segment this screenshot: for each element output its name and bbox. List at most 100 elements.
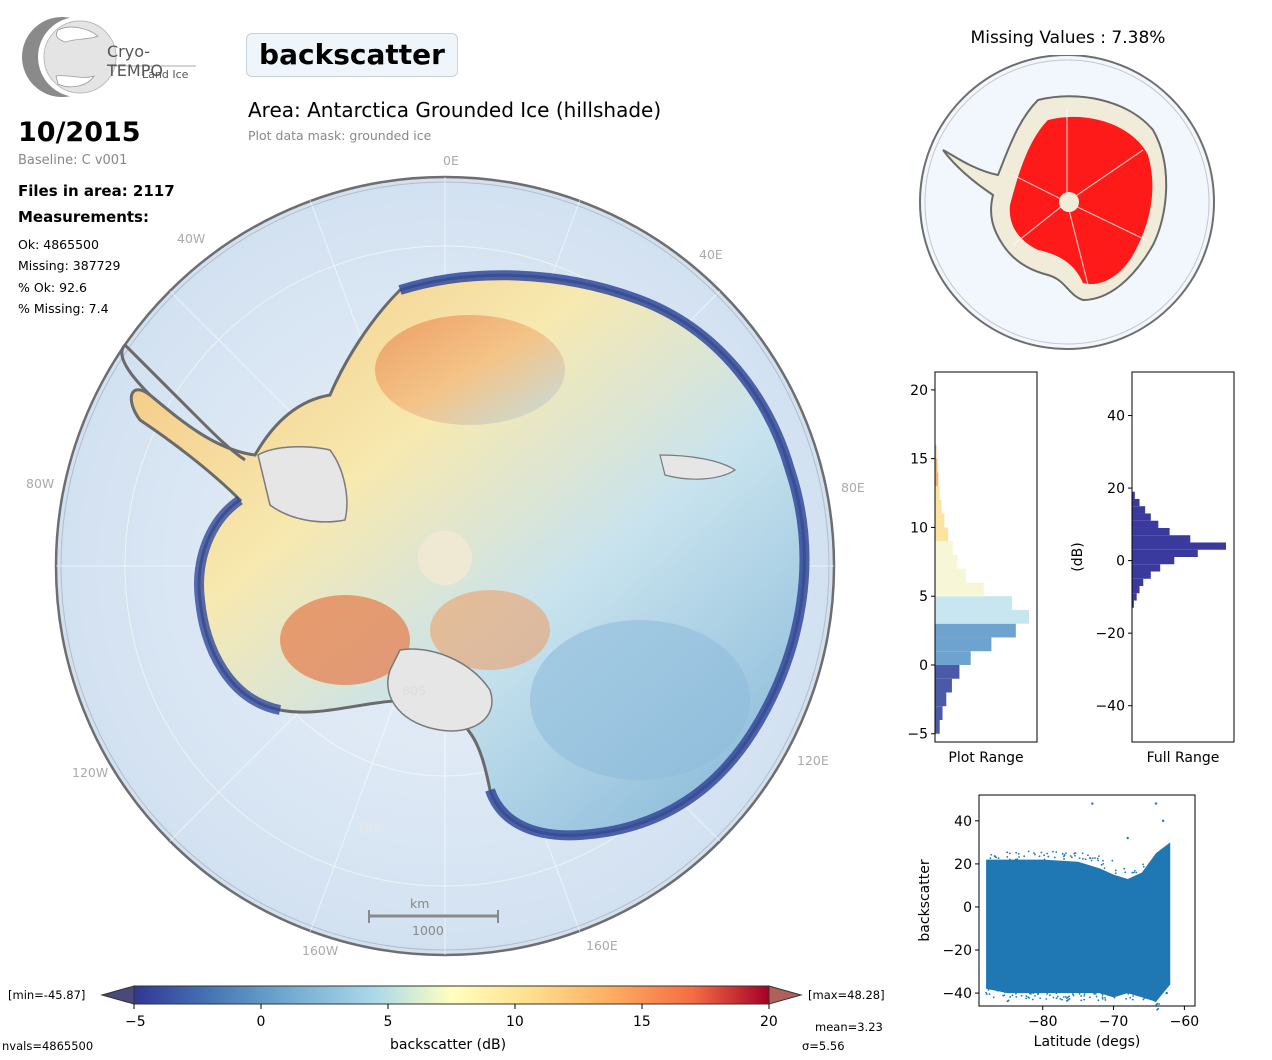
scatter-point: [1027, 850, 1030, 853]
scatter-point: [1123, 867, 1126, 870]
histogram-bar: [1132, 506, 1146, 514]
colorbar-tick-label: 15: [633, 1014, 651, 1030]
scatter-point: [1129, 996, 1132, 999]
scatter-point: [1091, 857, 1094, 860]
files-count: Files in area: 2117: [18, 182, 175, 200]
scale-bar: [368, 910, 499, 923]
histogram-bar: [1132, 586, 1140, 594]
lon-label-120w: 120W: [72, 765, 109, 780]
scatter-point: [1114, 869, 1117, 872]
histogram-bar: [935, 499, 942, 514]
histogram-bar: [935, 444, 937, 459]
lon-label-0e: 0E: [443, 153, 459, 168]
colorbar-min-arrow: [100, 985, 135, 1005]
scatter-point: [1007, 999, 1010, 1002]
lon-label-80w: 80W: [26, 476, 55, 491]
histogram-bar: [935, 623, 1016, 638]
scatter-point: [1133, 869, 1136, 872]
colorbar-tick-label: 20: [760, 1014, 778, 1030]
scatter-point: [1093, 992, 1096, 995]
scatter-point: [989, 857, 992, 860]
scatter-point: [1009, 996, 1012, 998]
y-tick-label: 20: [954, 857, 972, 873]
scatter-point: [1088, 857, 1091, 859]
histogram-bar: [1132, 542, 1226, 550]
scatter-point: [1104, 997, 1106, 999]
scatter-point: [1131, 871, 1134, 874]
y-tick-label: 0: [963, 900, 972, 916]
y-tick-label: 0: [1116, 554, 1125, 570]
scatter-point: [1063, 853, 1066, 856]
scatter-point: [1033, 852, 1035, 854]
scatter-point: [1018, 856, 1020, 858]
scatter-point: [1055, 851, 1058, 853]
scatter-point: [1016, 858, 1019, 861]
scatter-point: [1074, 852, 1077, 854]
nvals-label: nvals=4865500: [2, 1039, 94, 1053]
scatter-point: [1095, 995, 1098, 998]
latitude-scatter: −40 −20 0 20 40 −80 −70 −60 Latitude (degs) backs…: [917, 794, 1199, 1050]
scatter-point: [1149, 864, 1152, 867]
scatter-point: [1008, 858, 1011, 861]
scatter-point: [1155, 996, 1157, 999]
scatter-point: [1083, 994, 1086, 997]
scatter-point: [1008, 852, 1011, 855]
y-tick-label: 15: [910, 452, 928, 468]
scatter-point: [1142, 865, 1145, 868]
scatter-point: [1142, 863, 1145, 866]
scatter-point: [1080, 995, 1083, 997]
y-tick-label: 5: [919, 589, 928, 605]
scatter-point: [1143, 997, 1146, 1000]
variable-title: backscatter: [246, 33, 458, 77]
scatter-point: [992, 996, 995, 999]
histogram-bar: [1132, 593, 1137, 601]
scatter-point: [1153, 999, 1156, 1002]
scatter-point: [1055, 992, 1058, 994]
lon-label-80e: 80E: [841, 480, 865, 495]
histogram-bar: [935, 596, 1013, 610]
missing-title: Missing Values : 7.38%: [970, 28, 1166, 48]
scatter-point: [1156, 1002, 1159, 1005]
scatter-point: [1101, 994, 1104, 996]
scatter-point: [1131, 998, 1134, 1001]
scatter-point: [990, 853, 993, 856]
measurements-title: Measurements:: [18, 208, 149, 226]
histogram-bar: [1132, 600, 1134, 608]
scatter-point: [1020, 994, 1023, 997]
scatter-point: [997, 857, 1000, 860]
scatter-point: [1138, 874, 1141, 877]
lon-label-160w: 160W: [302, 943, 339, 958]
histogram-bar: [935, 486, 940, 500]
scatter-point: [1154, 802, 1158, 805]
scatter-point: [1023, 855, 1026, 858]
scatter-point: [1109, 993, 1112, 996]
histogram-bar: [1132, 527, 1170, 536]
scatter-point: [1101, 992, 1103, 995]
scatter-point: [1038, 855, 1041, 858]
scatter-point: [1135, 871, 1138, 874]
scatter-point: [1028, 997, 1030, 999]
scatter-point: [1006, 856, 1009, 858]
scatter-point: [1124, 871, 1127, 874]
scatter-point: [1029, 992, 1031, 995]
histogram-bar: [935, 664, 960, 679]
baseline-label: Baseline: C v001: [18, 153, 128, 168]
scatter-point: [1158, 1003, 1160, 1005]
scatter-point: [1005, 988, 1007, 991]
scatter-point: [1025, 997, 1028, 1000]
main-map: [54, 175, 836, 957]
scatter-point: [1112, 994, 1114, 997]
scatter-point: [1083, 998, 1086, 1001]
lat-label-80s: 80S: [402, 683, 426, 698]
date-label: 10/2015: [18, 117, 141, 148]
histogram-frame: [1131, 371, 1235, 743]
scatter-point: [1114, 872, 1117, 875]
colorbar-max-arrow: [768, 985, 803, 1005]
scatter-point: [1037, 993, 1039, 995]
scatter-point: [1059, 997, 1062, 1000]
scatter-point: [999, 989, 1002, 991]
x-tick-label: −70: [1099, 1014, 1129, 1030]
scatter-point: [1015, 851, 1018, 854]
histogram-bar: [1132, 557, 1175, 565]
scale-unit: km: [410, 896, 430, 911]
